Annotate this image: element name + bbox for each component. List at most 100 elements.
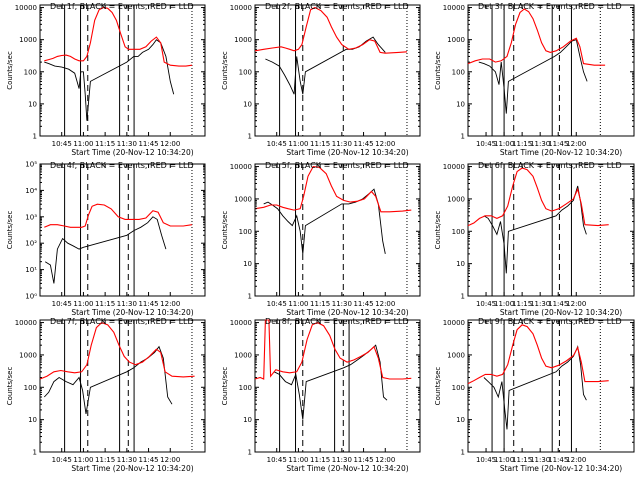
y-tick-label: 1 (248, 293, 252, 301)
x-tick-label: 12:00 (160, 140, 180, 148)
x-tick-label: 11:00 (494, 456, 514, 464)
y-tick-label: 1 (461, 133, 465, 141)
chart-panel-8: 1 10 100 1000 10000 10:45 11:00 11:15 11:30 11:45… (221, 317, 421, 473)
chart-title: Det 6f, BLACK = Events, RED = LLD (478, 161, 622, 170)
chart-panel-4: 10⁰ 10¹ 10² 10³ 10⁴ 10⁵ 10:45 11:00 11:15 11:30 11… (6, 161, 206, 317)
x-tick-label: 11:30 (332, 456, 352, 464)
x-tick-label: 11:15 (310, 140, 330, 148)
y-axis-label: Counts/sec (434, 211, 442, 250)
y-tick-label: 10000 (15, 4, 37, 12)
plot-frame (467, 319, 635, 453)
y-tick-label: 1000 (234, 36, 252, 44)
series-lld-line (467, 8, 606, 66)
y-tick-label: 10 (243, 260, 252, 268)
y-tick-label: 10 (243, 100, 252, 108)
y-tick-label: 10000 (443, 163, 465, 171)
plot-frame (254, 4, 421, 137)
plot-frame (254, 163, 421, 297)
chart-panel-2: 1 10 100 1000 10000 10:45 11:00 11:15 11:30 11:45… (221, 2, 421, 157)
x-tick-label: 11:45 (353, 456, 373, 464)
y-tick-label: 10⁰ (25, 293, 37, 301)
series-events-line (44, 216, 167, 284)
x-tick-label: 11:45 (548, 140, 568, 148)
x-tick-label: 12:00 (566, 456, 586, 464)
y-tick-label: 1 (248, 449, 252, 457)
y-axis-label: Counts/sec (6, 211, 14, 250)
y-tick-label: 10⁵ (25, 161, 37, 169)
x-tick-label: 11:30 (117, 300, 137, 308)
y-tick-label: 10 (243, 416, 252, 424)
x-tick-label: 10:45 (267, 140, 287, 148)
y-tick-label: 1 (248, 133, 252, 141)
x-tick-label: 11:30 (332, 300, 352, 308)
x-tick-label: 11:30 (117, 140, 137, 148)
x-tick-label: 11:30 (530, 300, 550, 308)
chart-panel-7: 1 10 100 1000 10000 10:45 11:00 11:15 11:30 11:45… (6, 317, 206, 473)
y-tick-label: 1000 (447, 351, 465, 359)
x-axis-label: Start Time (20-Nov-12 10:34:20) (286, 148, 408, 157)
x-tick-label: 11:45 (353, 300, 373, 308)
x-tick-label: 10:45 (267, 300, 287, 308)
x-tick-label: 11:45 (548, 456, 568, 464)
y-tick-label: 10000 (443, 4, 465, 12)
y-axis-label: Counts/sec (221, 211, 229, 250)
x-tick-label: 11:45 (138, 300, 158, 308)
x-tick-label: 10:45 (476, 140, 496, 148)
x-axis-label: Start Time (20-Nov-12 10:34:20) (71, 308, 193, 317)
y-tick-label: 1 (33, 133, 37, 141)
chart-panel-1: 1 10 100 1000 10000 10:45 11:00 11:15 11:30 11:45… (6, 2, 206, 157)
y-tick-label: 100 (24, 384, 37, 392)
x-tick-label: 11:00 (73, 140, 93, 148)
y-tick-label: 10 (28, 416, 37, 424)
x-tick-label: 11:45 (548, 300, 568, 308)
x-tick-label: 11:00 (73, 300, 93, 308)
y-tick-label: 100 (24, 68, 37, 76)
x-tick-label: 11:30 (530, 140, 550, 148)
x-axis-label: Start Time (20-Nov-12 10:34:20) (500, 148, 622, 157)
x-tick-label: 11:30 (117, 456, 137, 464)
y-tick-label: 100 (452, 228, 465, 236)
x-axis-label: Start Time (20-Nov-12 10:34:20) (500, 308, 622, 317)
y-axis-label: Counts/sec (6, 51, 14, 90)
series-events-line (43, 345, 173, 414)
plot-frame (467, 163, 635, 297)
series-events-line (265, 36, 386, 95)
chart-title: Det 4f, BLACK = Events, RED = LLD (50, 161, 194, 170)
chart-title: Det 7f, BLACK = Events, RED = LLD (50, 317, 194, 326)
y-tick-label: 10³ (25, 213, 37, 221)
x-axis-label: Start Time (20-Nov-12 10:34:20) (286, 464, 408, 473)
plot-frame (467, 4, 635, 137)
series-lld-line (39, 321, 195, 380)
x-tick-label: 12:00 (160, 300, 180, 308)
series-lld-line (44, 203, 193, 228)
x-tick-label: 11:15 (95, 300, 115, 308)
x-tick-label: 11:00 (73, 456, 93, 464)
x-tick-label: 11:00 (494, 140, 514, 148)
x-tick-label: 10:45 (52, 140, 72, 148)
y-tick-label: 10² (25, 240, 37, 248)
x-tick-label: 10:45 (52, 300, 72, 308)
y-tick-label: 100 (452, 384, 465, 392)
x-tick-label: 12:00 (375, 456, 395, 464)
x-tick-label: 11:15 (310, 456, 330, 464)
y-tick-label: 10000 (230, 319, 252, 327)
y-tick-label: 10 (456, 100, 465, 108)
y-axis-label: Counts/sec (6, 367, 14, 406)
x-tick-label: 11:00 (288, 140, 308, 148)
chart-title: Det 9f, BLACK = Events, RED = LLD (478, 317, 622, 326)
x-tick-label: 11:00 (288, 456, 308, 464)
y-tick-label: 10 (456, 260, 465, 268)
y-tick-label: 1000 (19, 36, 37, 44)
x-tick-label: 10:45 (476, 300, 496, 308)
series-lld-line (44, 6, 193, 67)
chart-title: Det 3f, BLACK = Events, RED = LLD (478, 2, 622, 11)
chart-title: Det 1f, BLACK = Events, RED = LLD (50, 2, 194, 11)
y-tick-label: 100 (452, 68, 465, 76)
chart-title: Det 2f, BLACK = Events, RED = LLD (265, 2, 409, 11)
series-lld-line (467, 167, 609, 227)
x-tick-label: 11:45 (138, 456, 158, 464)
series-lld-line (254, 319, 412, 380)
chart-panel-6: 1 10 100 1000 10000 10:4511:0011:1511:3011:45… (434, 161, 635, 317)
y-tick-label: 1 (461, 293, 465, 301)
